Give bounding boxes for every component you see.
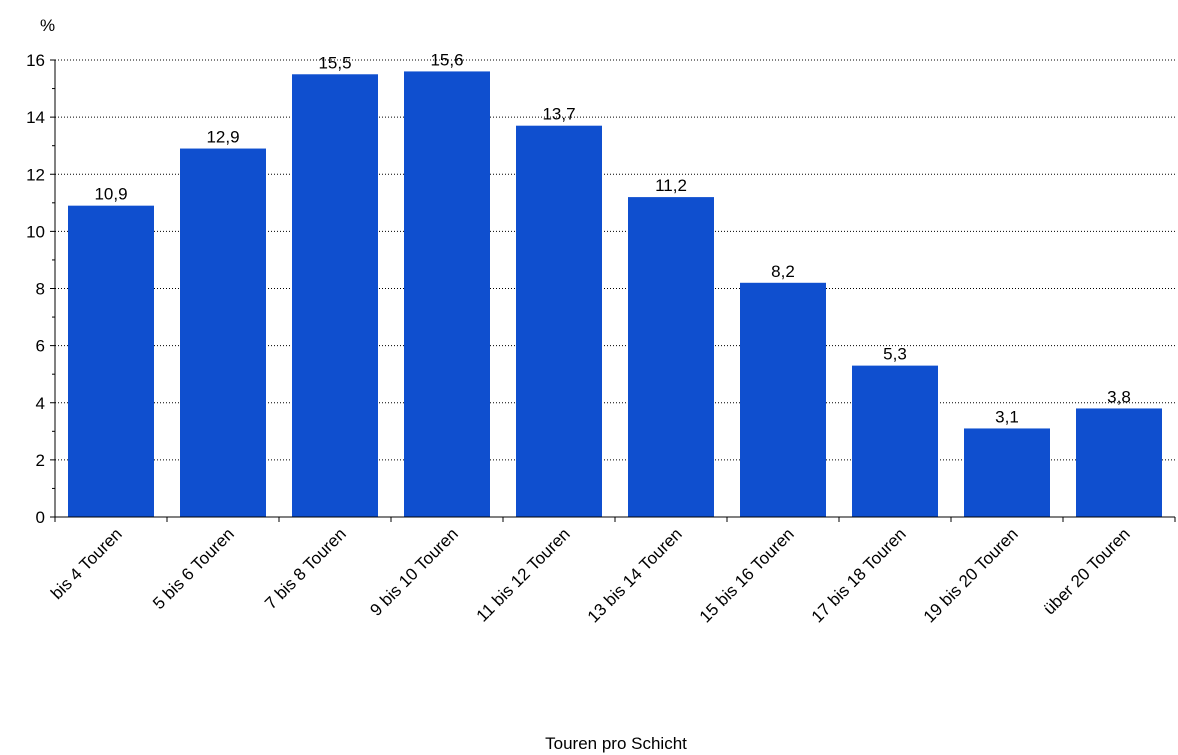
- x-axis-label: Touren pro Schicht: [545, 734, 687, 753]
- data-label-3: 15,6: [430, 50, 463, 69]
- data-label-7: 5,3: [883, 345, 907, 364]
- y-tick-label-5: 10: [26, 222, 45, 241]
- data-label-2: 15,5: [318, 53, 351, 72]
- bar-2: [292, 74, 378, 517]
- bar-7: [852, 366, 938, 517]
- bar-6: [740, 283, 826, 517]
- x-tick-label-1: 5 bis 6 Touren: [149, 524, 238, 613]
- data-label-9: 3,8: [1107, 387, 1131, 406]
- data-label-8: 3,1: [995, 407, 1019, 426]
- x-tick-label-9: über 20 Touren: [1040, 524, 1134, 618]
- y-tick-label-4: 8: [36, 280, 45, 299]
- x-tick-label-8: 19 bis 20 Touren: [920, 524, 1022, 626]
- y-tick-label-6: 12: [26, 165, 45, 184]
- x-tick-label-3: 9 bis 10 Touren: [366, 524, 461, 619]
- x-tick-label-6: 15 bis 16 Touren: [696, 524, 798, 626]
- bar-4: [516, 126, 602, 517]
- bar-8: [964, 428, 1050, 517]
- x-tick-labels: bis 4 Touren 5 bis 6 Touren 7 bis 8 Touren…: [47, 524, 1134, 626]
- data-label-4: 13,7: [542, 105, 575, 124]
- data-label-5: 11,2: [655, 176, 687, 195]
- y-tick-labels: 0 2 4 6 8 10 12 14 16: [26, 51, 45, 527]
- x-tick-label-4: 11 bis 12 Touren: [473, 524, 574, 625]
- y-tick-label-1: 2: [36, 451, 45, 470]
- y-tick-label-8: 16: [26, 51, 45, 70]
- bar-5: [628, 197, 714, 517]
- y-tick-label-2: 4: [36, 394, 45, 413]
- data-label-6: 8,2: [771, 262, 795, 281]
- y-tick-label-0: 0: [36, 508, 45, 527]
- y-tick-label-3: 6: [36, 337, 45, 356]
- bar-3: [404, 71, 490, 517]
- x-tick-label-2: 7 bis 8 Touren: [261, 524, 350, 613]
- x-tick-label-5: 13 bis 14 Touren: [584, 524, 686, 626]
- x-tick-label-7: 17 bis 18 Touren: [808, 524, 910, 626]
- y-unit-label: %: [40, 16, 55, 35]
- bar-9: [1076, 408, 1162, 517]
- data-label-1: 12,9: [206, 128, 239, 147]
- bar-0: [68, 206, 154, 517]
- y-tick-label-7: 14: [26, 108, 45, 127]
- bar-1: [180, 149, 266, 517]
- data-label-0: 10,9: [94, 185, 127, 204]
- x-tick-label-0: bis 4 Touren: [47, 524, 126, 603]
